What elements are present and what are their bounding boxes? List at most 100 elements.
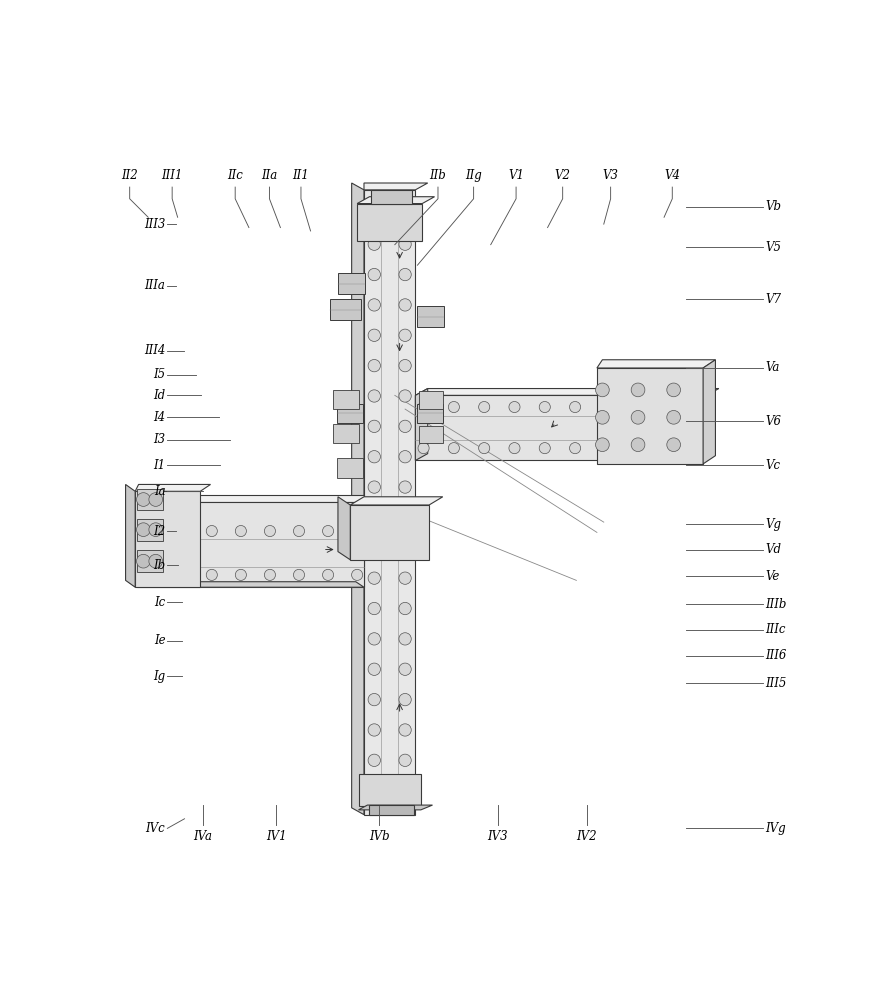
Text: V7: V7	[766, 293, 781, 306]
Text: Ib: Ib	[153, 559, 165, 572]
Circle shape	[293, 525, 305, 537]
Circle shape	[399, 724, 411, 736]
Circle shape	[667, 410, 681, 424]
Circle shape	[399, 359, 411, 372]
Circle shape	[399, 663, 411, 675]
Circle shape	[399, 693, 411, 706]
Polygon shape	[364, 183, 428, 190]
Circle shape	[596, 410, 609, 424]
Polygon shape	[350, 497, 443, 505]
Text: V3: V3	[603, 169, 619, 182]
Text: IIa: IIa	[262, 169, 278, 182]
Circle shape	[235, 525, 247, 537]
Circle shape	[399, 329, 411, 341]
Circle shape	[149, 569, 159, 580]
Polygon shape	[337, 458, 362, 478]
Circle shape	[264, 525, 276, 537]
Circle shape	[630, 443, 641, 454]
Circle shape	[368, 542, 380, 554]
Circle shape	[448, 401, 460, 413]
Text: IV3: IV3	[487, 830, 508, 843]
Circle shape	[368, 602, 380, 615]
Circle shape	[509, 401, 520, 413]
Circle shape	[631, 383, 645, 397]
Polygon shape	[350, 505, 429, 560]
Polygon shape	[333, 424, 359, 443]
Circle shape	[399, 390, 411, 402]
Circle shape	[569, 401, 581, 413]
Polygon shape	[352, 183, 364, 815]
Text: III3: III3	[144, 218, 165, 231]
Circle shape	[399, 602, 411, 615]
Circle shape	[368, 754, 380, 766]
Polygon shape	[333, 390, 359, 409]
Text: V1: V1	[508, 169, 524, 182]
Polygon shape	[136, 495, 364, 502]
Circle shape	[630, 401, 641, 413]
Circle shape	[136, 493, 150, 506]
Circle shape	[368, 633, 380, 645]
Circle shape	[690, 401, 702, 413]
Circle shape	[631, 410, 645, 424]
Text: Ve: Ve	[766, 570, 780, 583]
Text: Id: Id	[153, 389, 165, 402]
Circle shape	[539, 443, 551, 454]
Text: Va: Va	[766, 361, 780, 374]
Text: Vg: Vg	[766, 518, 781, 531]
Circle shape	[323, 569, 333, 580]
Text: IVb: IVb	[369, 830, 389, 843]
Text: IIc: IIc	[227, 169, 243, 182]
Polygon shape	[415, 395, 706, 460]
Text: Vd: Vd	[766, 543, 781, 556]
Polygon shape	[338, 273, 365, 294]
Polygon shape	[359, 805, 432, 810]
Text: IIg: IIg	[465, 169, 482, 182]
Text: IIIa: IIIa	[144, 279, 165, 292]
Circle shape	[149, 493, 163, 506]
Circle shape	[149, 523, 163, 537]
Polygon shape	[136, 550, 163, 572]
Polygon shape	[126, 484, 135, 587]
Circle shape	[569, 443, 581, 454]
Circle shape	[368, 390, 380, 402]
Circle shape	[149, 525, 159, 537]
Circle shape	[448, 443, 460, 454]
Text: V2: V2	[554, 169, 571, 182]
Polygon shape	[136, 519, 163, 541]
Text: I1: I1	[153, 459, 165, 472]
Circle shape	[600, 443, 611, 454]
Text: IVc: IVc	[146, 822, 165, 835]
Circle shape	[368, 724, 380, 736]
Text: IIb: IIb	[430, 169, 446, 182]
Circle shape	[399, 208, 411, 220]
Polygon shape	[128, 582, 364, 587]
Circle shape	[399, 481, 411, 493]
Polygon shape	[416, 404, 443, 423]
Polygon shape	[330, 299, 361, 320]
Circle shape	[478, 401, 490, 413]
Polygon shape	[415, 389, 428, 460]
Text: I2: I2	[153, 525, 165, 538]
Text: II1: II1	[293, 169, 309, 182]
Circle shape	[399, 572, 411, 584]
Circle shape	[352, 525, 362, 537]
Circle shape	[539, 401, 551, 413]
Circle shape	[368, 663, 380, 675]
Text: V6: V6	[766, 415, 781, 428]
Circle shape	[399, 754, 411, 766]
Circle shape	[399, 542, 411, 554]
Text: I3: I3	[153, 433, 165, 446]
Circle shape	[368, 208, 380, 220]
Polygon shape	[136, 502, 364, 587]
Polygon shape	[357, 204, 423, 241]
Circle shape	[368, 451, 380, 463]
Text: IV1: IV1	[266, 830, 286, 843]
Circle shape	[149, 554, 163, 568]
Circle shape	[596, 383, 609, 397]
Text: Ia: Ia	[154, 485, 165, 498]
Text: III1: III1	[162, 169, 183, 182]
Circle shape	[368, 420, 380, 433]
Text: I5: I5	[153, 368, 165, 381]
Polygon shape	[597, 368, 703, 464]
Circle shape	[399, 299, 411, 311]
